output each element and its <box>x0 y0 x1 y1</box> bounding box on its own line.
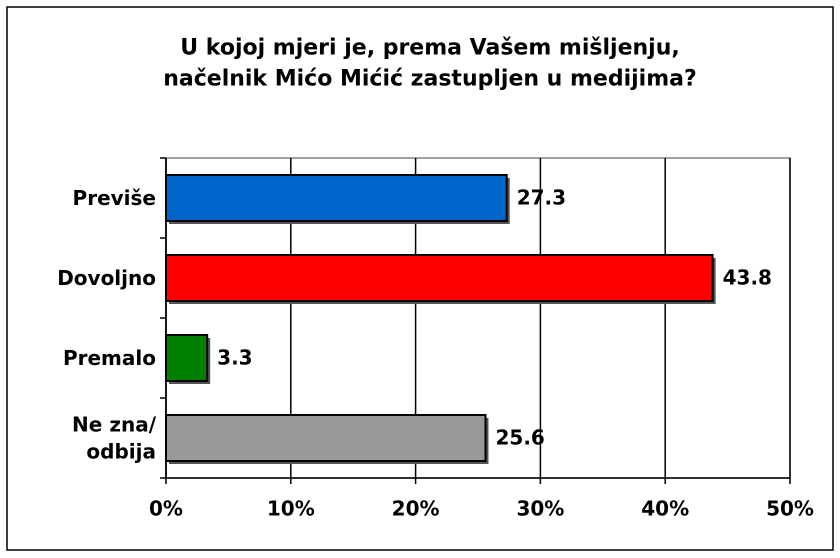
y-tick-label: Premalo <box>63 346 156 370</box>
x-tick-label: 40% <box>641 497 689 521</box>
bar <box>165 414 487 462</box>
value-label: 27.3 <box>517 186 566 210</box>
bar <box>165 254 714 302</box>
bar <box>165 334 209 382</box>
value-label: 25.6 <box>495 426 544 450</box>
x-tick-label: 50% <box>766 497 814 521</box>
x-tick-label: 0% <box>149 497 183 521</box>
y-tick-label: Previše <box>73 186 156 210</box>
x-tick-label: 30% <box>516 497 564 521</box>
value-label: 3.3 <box>217 346 252 370</box>
y-tick-label: Ne zna/odbija <box>72 412 157 463</box>
chart-title: U kojoj mjeri je, prema Vašem mišljenju,… <box>163 36 697 92</box>
y-tick-label: Dovoljno <box>57 266 156 290</box>
x-tick-label: 10% <box>267 497 315 521</box>
value-label: 43.8 <box>723 266 772 290</box>
x-tick-label: 20% <box>392 497 440 521</box>
bar <box>165 174 508 222</box>
